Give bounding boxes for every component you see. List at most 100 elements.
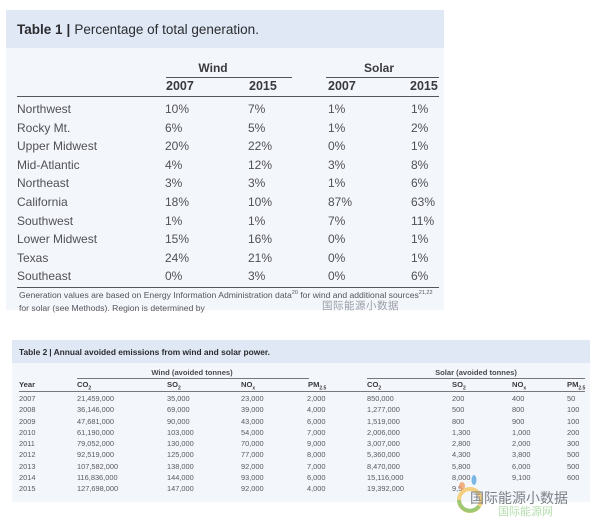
value-cell: 1% bbox=[165, 213, 183, 228]
table-row: 2007 21,459,000 35,000 23,000 2,000 850,000 20… bbox=[19, 393, 585, 404]
value-cell: 7% bbox=[248, 102, 266, 116]
column-header: SO2 bbox=[167, 380, 181, 391]
value-cell: 600 bbox=[567, 473, 580, 483]
table-row: Texas 24% 21% 0% 1% bbox=[17, 249, 439, 268]
table-2-title-text: Annual avoided emissions from wind and s… bbox=[53, 346, 270, 357]
table-row: 2010 61,190,000 103,000 54,000 7,000 2,006,00… bbox=[19, 427, 585, 438]
value-cell: 100 bbox=[567, 416, 580, 426]
value-cell: 15,116,000 bbox=[367, 473, 404, 483]
region-cell: Southwest bbox=[17, 213, 74, 228]
table-row: 2015 127,698,000 147,000 92,000 4,000 19,392,… bbox=[19, 483, 585, 494]
table-row: 2011 79,052,000 130,000 70,000 9,000 3,007,00… bbox=[19, 438, 585, 449]
value-cell: 21% bbox=[248, 250, 273, 265]
title-separator: | bbox=[66, 21, 71, 37]
value-cell: 9,000 bbox=[307, 439, 326, 449]
watermark-logo-icon bbox=[457, 475, 483, 513]
table-row: Northeast 3% 3% 1% 6% bbox=[17, 174, 439, 193]
value-cell: 19,392,000 bbox=[367, 484, 404, 494]
value-cell: 43,000 bbox=[241, 416, 264, 426]
value-cell: 90,000 bbox=[167, 416, 190, 426]
table-row: Southeast 0% 3% 0% 6% bbox=[17, 267, 439, 286]
value-cell: 23,000 bbox=[241, 394, 264, 403]
value-cell: 2,000 bbox=[307, 394, 326, 403]
value-cell: 10% bbox=[165, 102, 190, 116]
column-header-label: NO bbox=[241, 380, 253, 389]
year-header: 2007 bbox=[166, 79, 194, 93]
value-cell: 79,052,000 bbox=[77, 439, 114, 449]
table-1-label: Table 1 bbox=[17, 21, 63, 37]
table-row: 2012 92,519,000 125,000 77,000 8,000 5,360,00… bbox=[19, 449, 585, 460]
footnote-text: Generation values are based on Energy In… bbox=[19, 290, 292, 300]
value-cell: 2,800 bbox=[452, 439, 471, 449]
value-cell: 1% bbox=[328, 120, 346, 135]
value-cell: 147,000 bbox=[167, 484, 194, 494]
table-row: Upper Midwest 20% 22% 0% 1% bbox=[17, 137, 439, 156]
region-cell: Mid-Atlantic bbox=[17, 157, 80, 172]
value-cell: 7,000 bbox=[307, 461, 326, 471]
header-rule bbox=[17, 96, 439, 97]
value-cell: 35,000 bbox=[167, 394, 190, 403]
table-row: California 18% 10% 87% 63% bbox=[17, 193, 439, 212]
table-1-body: Northwest 10% 7% 1% 1% Rocky Mt. 6% 5% 1% 2% Upper… bbox=[17, 100, 439, 286]
year-cell: 2011 bbox=[19, 439, 35, 449]
value-cell: 5,800 bbox=[452, 461, 471, 471]
value-cell: 127,698,000 bbox=[77, 484, 119, 494]
value-cell: 92,000 bbox=[241, 484, 264, 494]
table-1-title: Table 1 | Percentage of total generation… bbox=[6, 10, 444, 48]
column-header-label: SO bbox=[167, 380, 178, 389]
value-cell: 1% bbox=[411, 102, 429, 116]
group-rule-solar bbox=[326, 77, 439, 78]
value-cell: 116,836,000 bbox=[77, 473, 118, 483]
region-cell: Northwest bbox=[17, 102, 72, 116]
value-cell: 63% bbox=[411, 194, 436, 209]
value-cell: 7,000 bbox=[307, 427, 326, 437]
value-cell: 3% bbox=[328, 157, 346, 172]
value-cell: 2,006,000 bbox=[367, 427, 400, 437]
year-cell: 2013 bbox=[19, 461, 36, 471]
value-cell: 8% bbox=[411, 157, 429, 172]
year-cell: 2014 bbox=[19, 473, 36, 483]
table-2: Table 2 | Annual avoided emissions from … bbox=[12, 340, 590, 502]
region-cell: Southeast bbox=[17, 269, 72, 284]
footnote-reference: 21,22 bbox=[418, 290, 433, 297]
value-cell: 0% bbox=[165, 269, 183, 284]
column-header: CO2 bbox=[77, 380, 91, 391]
value-cell: 6,000 bbox=[512, 461, 531, 471]
value-cell: 6,000 bbox=[307, 416, 326, 426]
value-cell: 77,000 bbox=[241, 450, 264, 460]
column-header-label: SO bbox=[452, 380, 463, 389]
group-header-solar: Solar bbox=[363, 61, 394, 75]
value-cell: 3% bbox=[165, 176, 183, 191]
value-cell: 92,519,000 bbox=[77, 450, 114, 460]
column-header-subscript: 2.5 bbox=[578, 385, 586, 392]
table-row: 2014 116,836,000 144,000 93,000 6,000 15,116,… bbox=[19, 472, 585, 483]
value-cell: 1% bbox=[411, 250, 429, 265]
value-cell: 500 bbox=[567, 450, 580, 460]
value-cell: 7% bbox=[328, 213, 346, 228]
value-cell: 6% bbox=[411, 269, 429, 284]
value-cell: 12% bbox=[248, 157, 273, 172]
column-header-label: CO bbox=[367, 380, 379, 389]
value-cell: 200 bbox=[452, 394, 465, 403]
group-rule-solar bbox=[367, 378, 585, 379]
table-row: Rocky Mt. 6% 5% 1% 2% bbox=[17, 119, 439, 138]
region-cell: California bbox=[17, 194, 68, 209]
group-header-wind: Wind (avoided tonnes) bbox=[151, 368, 233, 377]
value-cell: 300 bbox=[567, 439, 580, 449]
column-header: NOx bbox=[241, 380, 255, 391]
value-cell: 93,000 bbox=[241, 473, 264, 483]
value-cell: 18% bbox=[165, 194, 190, 209]
value-cell: 850,000 bbox=[367, 394, 394, 403]
column-header: PM2.5 bbox=[308, 380, 326, 391]
value-cell: 1% bbox=[411, 232, 429, 247]
value-cell: 11% bbox=[411, 213, 435, 228]
value-cell: 3,800 bbox=[512, 450, 531, 460]
value-cell: 3% bbox=[248, 176, 266, 191]
region-cell: Texas bbox=[17, 250, 49, 265]
column-header-subscript: x bbox=[523, 385, 527, 392]
value-cell: 61,190,000 bbox=[77, 427, 114, 437]
region-cell: Upper Midwest bbox=[17, 139, 98, 154]
year-cell: 2015 bbox=[19, 484, 36, 494]
value-cell: 1,519,000 bbox=[367, 416, 400, 426]
watermark-subtext: 国际能源网 bbox=[498, 506, 553, 518]
